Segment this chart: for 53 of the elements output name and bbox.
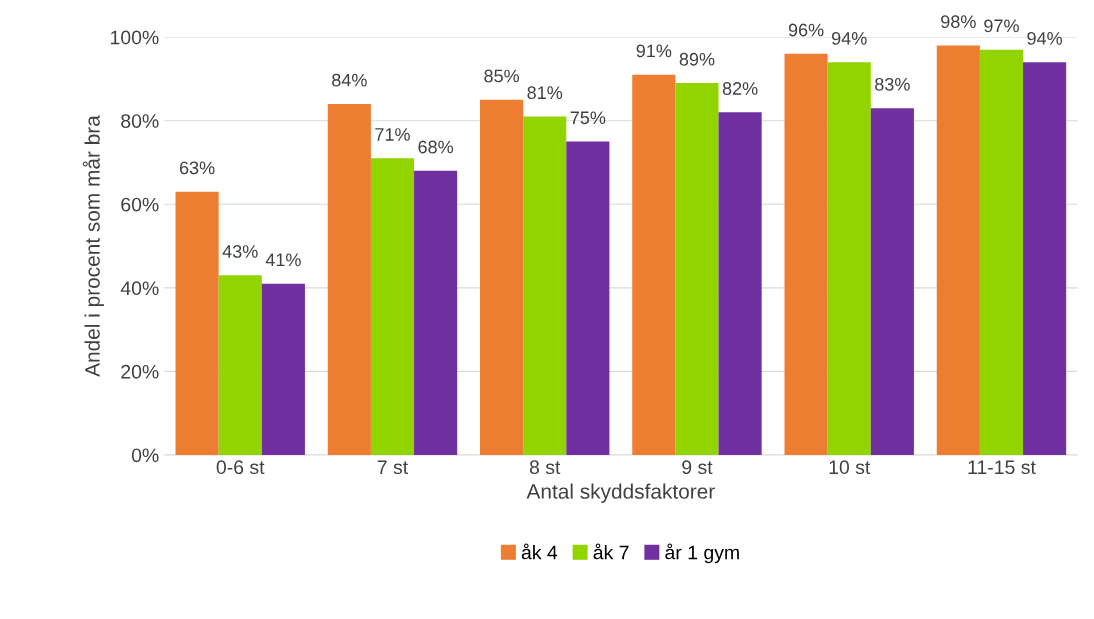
legend-label: åk 4 — [521, 543, 558, 560]
data-label: 97% — [984, 19, 1019, 33]
data-label: 82% — [722, 82, 758, 95]
y-tick-label: 80% — [121, 114, 159, 128]
data-label: 91% — [636, 44, 672, 58]
y-tick-label: 100% — [110, 30, 159, 45]
bar — [632, 74, 676, 455]
bar — [1023, 62, 1067, 455]
data-label: 85% — [484, 69, 520, 83]
y-tick-label: 40% — [120, 281, 159, 296]
bar — [979, 49, 1024, 455]
bar — [370, 158, 415, 455]
y-tick-label: 20% — [121, 364, 159, 379]
x-tick-label: 0-6 st — [216, 460, 265, 475]
data-label: 81% — [527, 86, 563, 100]
bar — [175, 191, 219, 455]
y-tick-label: 0% — [131, 448, 159, 463]
data-label: 68% — [418, 140, 454, 154]
data-label: 84% — [332, 73, 367, 87]
data-label: 71% — [375, 128, 410, 141]
bar — [261, 283, 305, 455]
data-label: 83% — [875, 77, 910, 91]
x-tick-label: 11-15 st — [968, 460, 1036, 475]
bar — [675, 83, 719, 455]
bar — [784, 53, 828, 455]
data-label: 63% — [179, 161, 215, 175]
data-label: 94% — [832, 31, 867, 45]
bar — [327, 103, 371, 455]
x-tick-label: 10 st — [829, 460, 871, 475]
data-label: 96% — [788, 23, 824, 37]
bar — [480, 99, 524, 455]
data-label: 75% — [570, 111, 606, 125]
x-tick-label: 8 st — [529, 460, 561, 475]
x-tick-label: 9 st — [682, 460, 713, 475]
bar — [718, 112, 762, 455]
x-axis-title: Antal skyddsfaktorer — [526, 483, 715, 503]
y-axis-title: Andel i procent som mår bra — [82, 115, 104, 377]
bar — [414, 170, 458, 455]
bar — [870, 108, 914, 455]
data-label: 94% — [1027, 31, 1063, 45]
data-label: 98% — [941, 15, 976, 29]
bar — [936, 45, 980, 455]
legend-label: år 1 gym — [665, 543, 739, 564]
bar — [827, 62, 871, 455]
data-label: 43% — [222, 245, 258, 258]
bar — [523, 116, 567, 455]
data-label: 89% — [679, 52, 715, 66]
y-tick-label: 60% — [121, 197, 159, 212]
x-tick-label: 7 st — [377, 460, 408, 475]
bar — [566, 141, 610, 455]
bar — [218, 275, 262, 455]
legend-label: åk 7 — [593, 543, 629, 560]
data-label: 41% — [265, 253, 301, 267]
